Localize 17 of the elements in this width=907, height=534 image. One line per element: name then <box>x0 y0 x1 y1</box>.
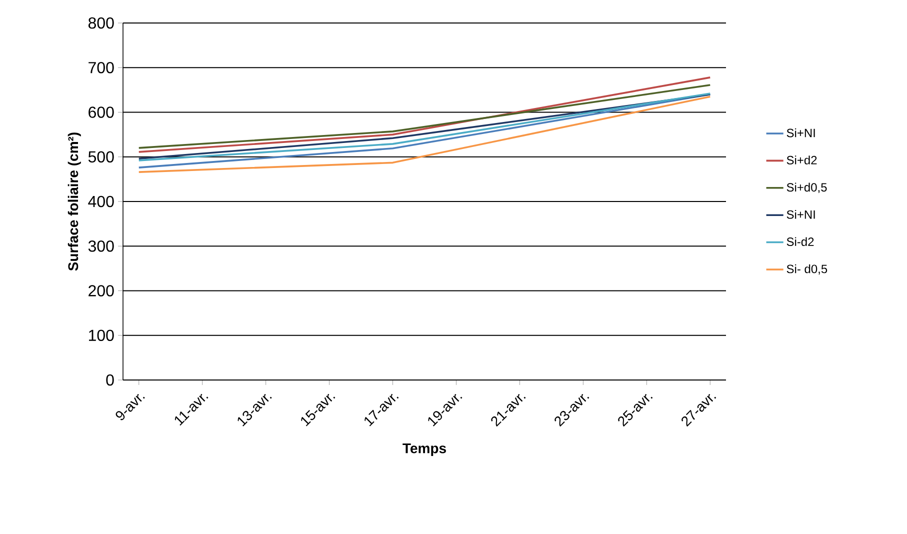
y-axis-title: Surface foliaire (cm²) <box>68 132 81 271</box>
y-tick-label: 600 <box>88 106 114 118</box>
y-tick-label: 500 <box>88 151 114 163</box>
legend-label: Si+d0,5 <box>786 182 827 194</box>
y-tick-label: 800 <box>88 17 114 29</box>
y-tick-label: 400 <box>88 196 114 208</box>
legend-label: Si+d2 <box>786 156 817 164</box>
y-tick-label: 300 <box>88 240 114 252</box>
y-tick-label: 0 <box>106 374 114 386</box>
x-axis-title: Temps <box>402 444 446 456</box>
legend-label: Si-d2 <box>786 237 814 246</box>
legend-label: Si- d0,5 <box>786 264 828 275</box>
legend-label: Si+NI <box>786 128 815 138</box>
y-tick-label: 100 <box>89 330 114 342</box>
y-tick-label: 200 <box>88 285 114 296</box>
legend-label: Si+NI <box>786 210 815 219</box>
y-tick-label: 700 <box>88 62 114 74</box>
